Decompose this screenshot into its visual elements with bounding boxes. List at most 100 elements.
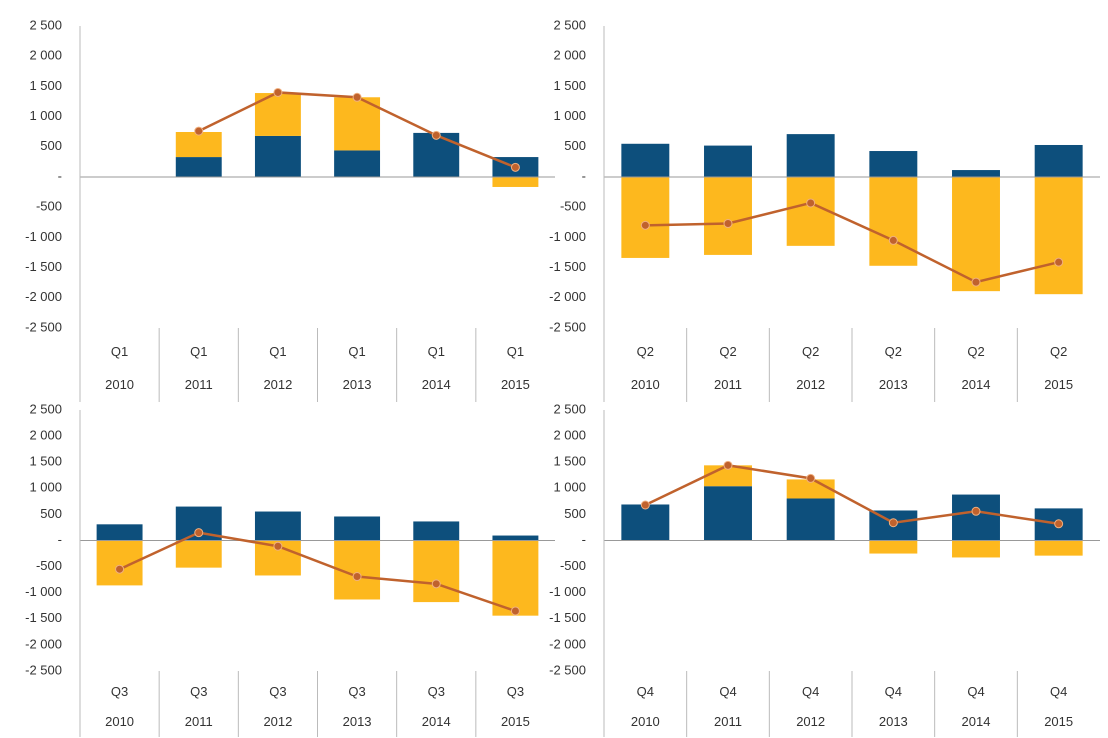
x-tick-label: Q3 [190,684,207,699]
y-tick-label: 1 500 [29,454,62,469]
y-tick-label: 1 500 [553,454,586,469]
bar [786,134,835,177]
y-tick-label: 2 500 [29,17,62,32]
x-tick-label: Q2 [967,344,984,359]
line-marker [352,92,362,102]
y-tick-label: -500 [560,199,586,214]
y-tick-label: -500 [36,199,62,214]
x-group-label: 2012 [796,377,825,392]
line-marker [888,235,898,245]
x-tick-label: Q1 [507,344,524,359]
line-marker [640,220,650,230]
x-group-label: 2013 [343,377,372,392]
bar [869,540,918,554]
line-marker [971,506,981,516]
x-tick-label: Q1 [111,344,128,359]
y-tick-label: -1 500 [549,259,586,274]
line-marker [723,219,733,229]
bar [621,177,670,258]
y-tick-label: - [58,168,62,183]
y-tick-label: 2 500 [553,401,586,416]
x-tick-label: Q2 [802,344,819,359]
x-group-label: 2015 [1044,714,1073,729]
x-tick-label: Q4 [1050,684,1067,699]
y-tick-label: -1 500 [25,259,62,274]
x-tick-label: Q3 [269,684,286,699]
x-tick-label: Q3 [348,684,365,699]
y-tick-label: - [58,532,62,547]
y-tick-label: 1 000 [29,108,62,123]
y-tick-label: -2 000 [25,636,62,651]
bar [334,516,381,541]
y-tick-label: -1 000 [549,584,586,599]
x-group-label: 2012 [263,377,292,392]
x-tick-label: Q3 [507,684,524,699]
x-group-label: 2013 [879,377,908,392]
x-group-label: 2011 [185,714,213,729]
y-tick-label: 1 000 [553,108,586,123]
line-marker [510,162,520,172]
x-tick-label: Q3 [428,684,445,699]
x-tick-label: Q2 [1050,344,1067,359]
y-tick-label: -1 500 [549,610,586,625]
bar [1034,540,1083,556]
y-tick-label: -500 [36,558,62,573]
bar [621,143,670,177]
line-marker [510,606,520,616]
bar [869,177,918,266]
bar [96,524,143,541]
y-tick-label: -2 500 [549,319,586,334]
y-tick-label: -500 [560,558,586,573]
line-marker [971,277,981,287]
x-group-label: 2013 [343,714,372,729]
x-group-label: 2010 [631,377,660,392]
y-tick-label: -1 000 [25,229,62,244]
y-tick-label: 2 000 [29,428,62,443]
bar [621,504,670,541]
line-marker [194,126,204,136]
line-marker [888,518,898,528]
y-tick-label: 500 [564,138,586,153]
y-tick-label: 1 500 [29,78,62,93]
line-marker [273,541,283,551]
y-tick-label: 500 [40,138,62,153]
x-tick-label: Q1 [269,344,286,359]
y-tick-label: -2 000 [25,289,62,304]
y-tick-label: 2 000 [553,48,586,63]
bar [175,540,222,568]
x-tick-label: Q4 [967,684,984,699]
line-marker [1054,257,1064,267]
y-tick-label: -1 000 [25,584,62,599]
bar [1034,177,1083,295]
x-group-label: 2013 [879,714,908,729]
x-group-label: 2011 [185,377,213,392]
x-tick-label: Q3 [111,684,128,699]
bar [492,535,539,541]
y-tick-label: - [582,532,586,547]
y-tick-label: - [582,168,586,183]
x-tick-label: Q4 [719,684,736,699]
y-tick-label: -2 500 [25,662,62,677]
y-tick-label: -2 000 [549,636,586,651]
x-group-label: 2010 [631,714,660,729]
bar [1034,144,1083,177]
x-group-label: 2011 [714,714,742,729]
line-marker [806,473,816,483]
line-marker [1054,519,1064,529]
x-group-label: 2012 [796,714,825,729]
line-marker [273,87,283,97]
x-group-label: 2014 [422,714,451,729]
line [644,464,1059,526]
y-tick-label: 1 500 [553,78,586,93]
line [645,201,1059,284]
y-tick-label: 2 500 [553,17,586,32]
bar [492,177,539,187]
x-tick-label: Q4 [637,684,654,699]
line-marker [431,130,441,140]
bar [869,151,918,177]
x-group-label: 2010 [105,377,134,392]
y-tick-label: -2 500 [549,662,586,677]
bar [786,498,835,541]
y-tick-label: 2 000 [553,428,586,443]
bar [704,177,752,255]
